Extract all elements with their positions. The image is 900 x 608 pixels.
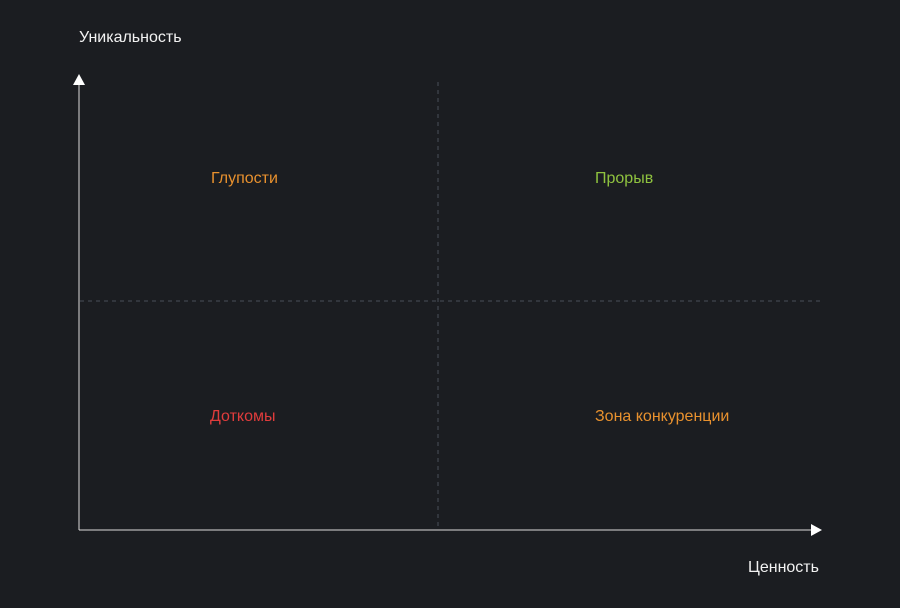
quadrant-bottom-left-label: Доткомы <box>210 408 276 425</box>
y-axis-label: Уникальность <box>79 29 182 46</box>
quadrant-top-left-label: Глупости <box>211 170 278 187</box>
quadrant-top-right-label: Прорыв <box>595 170 654 187</box>
x-axis-label: Ценность <box>748 559 819 576</box>
quadrant-bottom-right-label: Зона конкуренции <box>595 408 730 425</box>
y-axis-arrow-icon <box>73 74 85 85</box>
x-axis-arrow-icon <box>811 524 822 536</box>
